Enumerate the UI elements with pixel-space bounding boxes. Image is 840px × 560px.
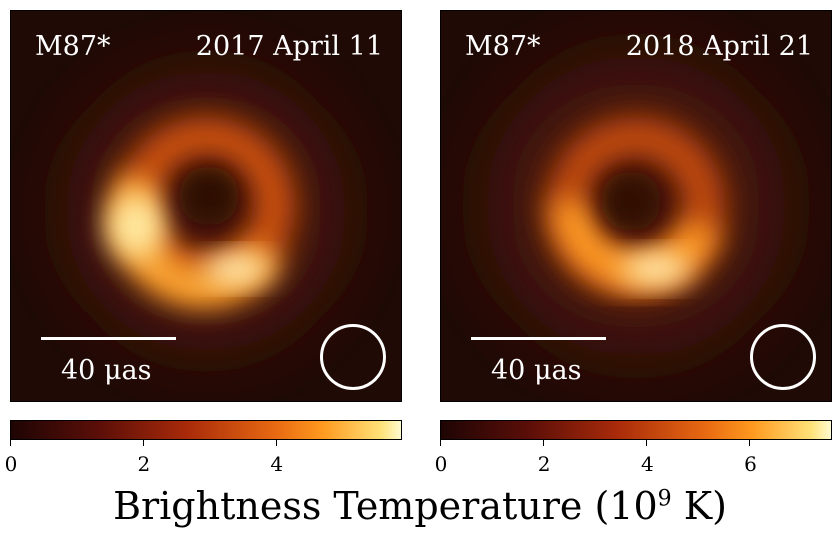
colorbar-title-text: Brightness Temperature (10 [113,484,658,528]
colorbar-tick-label: 0 [4,452,18,476]
colorbar-tick [275,440,277,446]
colorbar-tick [440,440,441,446]
shadow [179,166,239,226]
shadow [601,171,661,231]
colorbar-title: Brightness Temperature (109 K) [0,484,840,528]
image-panel-2017: M87* 2017 April 11 40 μas [10,10,402,402]
scale-bar-label: 40 μas [61,355,152,386]
colorbar-tick [543,440,545,446]
image-panel-2018: M87* 2018 April 21 40 μas [440,10,832,402]
colorbar-tick-label: 4 [640,452,654,476]
colorbar-tick-label: 4 [270,452,284,476]
date-label: 2017 April 11 [195,31,383,62]
colorbar-tick [142,440,144,446]
black-hole-image-2018 [486,56,786,356]
colorbar-tick-label: 2 [137,452,151,476]
colorbar-tick-label: 0 [434,452,448,476]
scale-bar-label: 40 μas [491,355,582,386]
colorbar-tick [646,440,648,446]
hotspot-west [108,194,164,258]
scale-bar [41,337,176,340]
colorbar-tick-label: 2 [537,452,551,476]
hotspot-south [204,255,268,283]
colorbar-title-unit: K) [671,484,727,528]
hotspot-south [622,254,690,284]
scale-bar [471,337,606,340]
source-label: M87* [35,31,111,62]
colorbar-2018 [440,420,832,440]
colorbar-2017 [10,420,402,440]
beam-circle [320,324,386,390]
beam-circle [750,324,816,390]
colorbar-tick [749,440,751,446]
date-label: 2018 April 21 [625,31,813,62]
black-hole-image-2017 [66,71,346,351]
source-label: M87* [465,31,541,62]
colorbar-tick [10,440,11,446]
colorbar-tick-label: 6 [744,452,757,476]
colorbar-title-exponent: 9 [657,486,672,512]
